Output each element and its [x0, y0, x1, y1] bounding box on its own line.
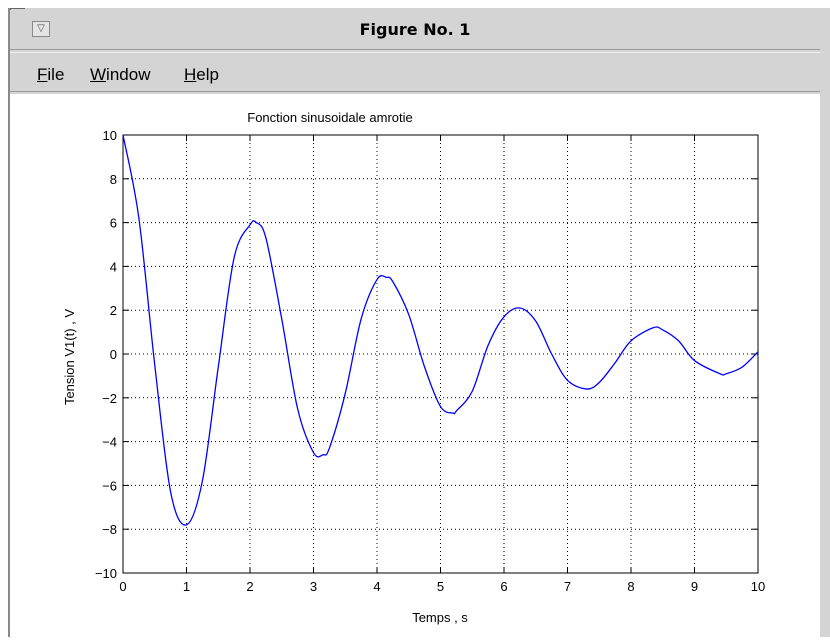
y-tick-label: 8 — [110, 172, 117, 187]
menu-window-mnemonic: W — [90, 65, 107, 84]
series-layer — [122, 134, 759, 526]
y-tick-label: 6 — [110, 216, 117, 231]
x-tick-label: 10 — [751, 579, 765, 594]
window-menu-icon[interactable]: ▽ — [32, 21, 50, 37]
chart-title: Fonction sinusoidale amrotie — [247, 110, 412, 125]
y-tick-label: −6 — [102, 478, 117, 493]
menu-file-mnemonic: F — [37, 65, 48, 84]
y-tick-label: −8 — [102, 522, 117, 537]
menu-bar: File Window Help — [10, 52, 820, 92]
x-tick-label: 0 — [119, 579, 126, 594]
axis-ticks: 0 1 2 3 4 5 6 7 8 9 10 10 8 6 4 2 0 −2 −4 −6 −8 −10 — [95, 128, 765, 594]
x-tick-label: 8 — [627, 579, 634, 594]
chart-svg: Fonction sinusoidale amrotie Temps , s T… — [62, 110, 765, 625]
window-title: Figure No. 1 — [359, 20, 471, 39]
y-tick-label: −4 — [102, 435, 117, 450]
menu-file-rest: ile — [47, 65, 65, 84]
menu-help[interactable]: Help — [184, 65, 219, 85]
y-tick-label: 10 — [103, 128, 117, 143]
menu-help-rest: elp — [196, 65, 219, 84]
y-tick-label: 2 — [110, 303, 117, 318]
menu-window[interactable]: Window — [90, 65, 150, 85]
x-tick-label: 2 — [246, 579, 253, 594]
x-tick-label: 7 — [564, 579, 571, 594]
y-tick-label: −2 — [102, 391, 117, 406]
x-tick-label: 4 — [373, 579, 380, 594]
x-tick-label: 9 — [691, 579, 698, 594]
y-tick-label: 4 — [110, 259, 117, 274]
x-tick-label: 1 — [183, 579, 190, 594]
grid — [123, 135, 758, 573]
y-tick-label: 0 — [110, 347, 117, 362]
y-axis-label: Tension V1(t) , V — [62, 309, 77, 405]
y-tick-label: −10 — [95, 566, 117, 581]
x-tick-label: 6 — [500, 579, 507, 594]
title-bar: ▽ Figure No. 1 — [10, 10, 820, 50]
x-tick-label: 5 — [437, 579, 444, 594]
menu-help-mnemonic: H — [184, 65, 197, 84]
menu-window-rest: indow — [106, 65, 151, 84]
menu-file[interactable]: File — [37, 65, 64, 85]
series-line — [122, 134, 759, 526]
x-axis-label: Temps , s — [412, 610, 468, 625]
figure-canvas: Fonction sinusoidale amrotie Temps , s T… — [10, 94, 820, 637]
x-tick-label: 3 — [310, 579, 317, 594]
